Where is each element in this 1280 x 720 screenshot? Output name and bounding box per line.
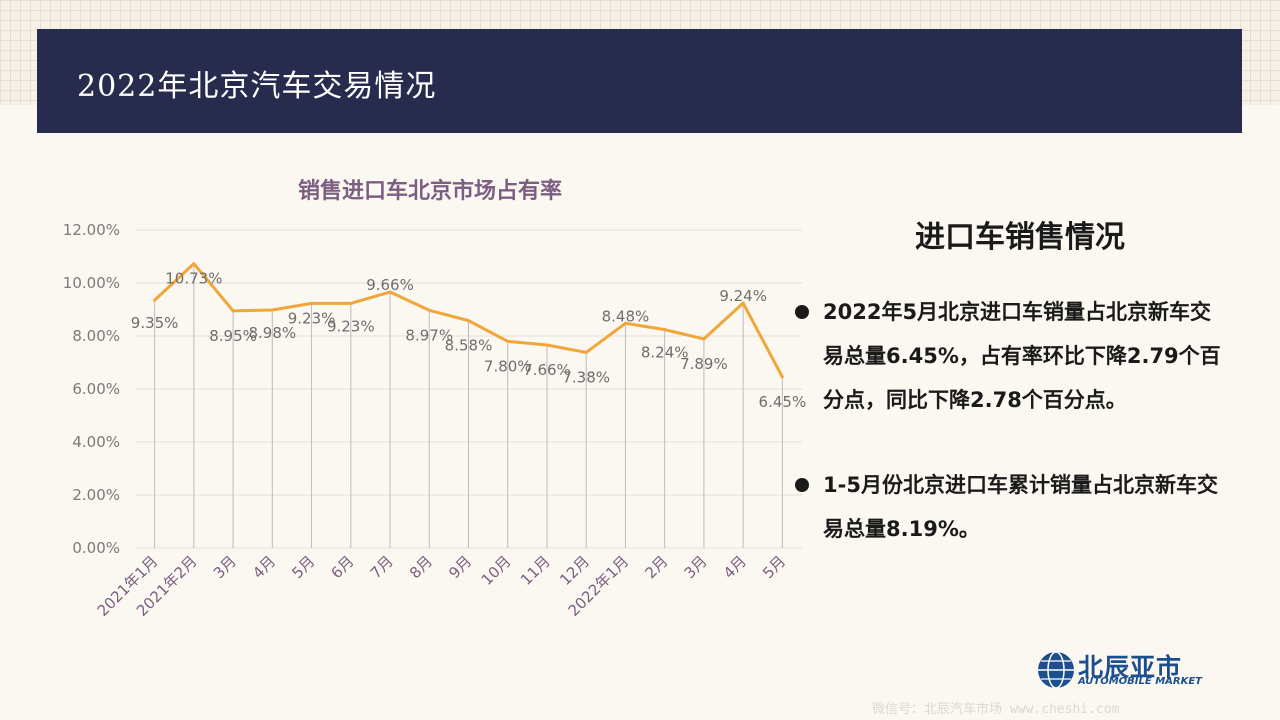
data-point (584, 350, 588, 354)
x-tick-label: 4月 (720, 552, 750, 582)
data-point (780, 375, 784, 379)
x-tick-label: 7月 (367, 552, 397, 582)
data-point (467, 319, 470, 323)
x-tick-label: 5月 (759, 552, 789, 582)
bullet-text: 1-5月份北京进口车累计销量占北京新车交易总量8.19%。 (823, 473, 1218, 541)
y-tick-label: 4.00% (72, 433, 120, 451)
y-tick-label: 2.00% (72, 486, 120, 504)
data-label: 9.35% (131, 314, 179, 332)
bullet-dot-icon (795, 305, 809, 319)
data-label: 7.80% (484, 357, 532, 375)
data-label: 6.45% (759, 393, 807, 411)
data-point (545, 343, 549, 347)
data-point (192, 262, 196, 266)
data-point (388, 290, 392, 294)
x-tick-label: 2月 (641, 552, 671, 582)
data-label: 10.73% (165, 270, 222, 288)
bullet-item: 2022年5月北京进口车销量占北京新车交易总量6.45%，占有率环比下降2.79… (795, 290, 1225, 422)
header-banner: 2022年北京汽车交易情况 (37, 29, 1242, 133)
data-point (310, 301, 314, 305)
x-tick-label: 8月 (406, 552, 436, 582)
x-tick-label: 6月 (328, 552, 358, 582)
data-label: 9.24% (719, 287, 767, 305)
watermark: 微信号：北辰汽车市场 www.cheshi.com (872, 702, 1120, 717)
x-tick-label: 5月 (288, 552, 318, 582)
side-title: 进口车销售情况 (915, 220, 1125, 255)
x-tick-label: 9月 (445, 552, 475, 582)
data-point (623, 321, 627, 325)
data-point (270, 308, 274, 312)
data-point (741, 301, 745, 305)
data-label: 8.98% (248, 324, 296, 342)
bullet-text: 2022年5月北京进口车销量占北京新车交易总量6.45%，占有率环比下降2.79… (823, 300, 1221, 412)
line-chart: 0.00% 2.00% 4.00% 6.00% 8.00% 10.00% 12.00% 9.3… (63, 221, 807, 620)
data-label: 8.48% (602, 307, 650, 325)
logo-text-cn: 北辰亚市 (1078, 653, 1183, 682)
data-label: 7.66% (523, 361, 571, 379)
data-label: 8.97% (405, 326, 453, 344)
data-label: 9.66% (366, 276, 414, 294)
logo-text-en: AUTOMOBILE MARKET (1078, 676, 1203, 687)
y-tick-label: 0.00% (72, 539, 120, 557)
chart-title: 销售进口车北京市场占有率 (297, 179, 562, 204)
data-label: 8.95% (209, 327, 257, 345)
globe-icon (1038, 651, 1074, 689)
y-tick-label: 8.00% (72, 327, 120, 345)
data-label: 8.58% (445, 337, 493, 355)
company-logo: 北辰亚市 AUTOMOBILE MARKET (1036, 648, 1216, 692)
data-label: 7.38% (562, 368, 610, 386)
bullet-dot-icon (795, 478, 809, 492)
data-label: 9.23% (288, 309, 336, 327)
x-tick-label: 10月 (478, 552, 515, 589)
y-tick-label: 10.00% (63, 274, 120, 292)
data-label: 8.24% (641, 344, 689, 362)
data-point (231, 309, 235, 313)
y-tick-label: 6.00% (72, 380, 120, 398)
data-point (663, 328, 667, 332)
data-point (349, 301, 353, 305)
data-label: 7.89% (680, 355, 728, 373)
data-point (427, 308, 431, 312)
data-point (702, 337, 706, 341)
data-point (153, 298, 157, 302)
x-tick-label: 4月 (249, 552, 279, 582)
y-tick-label: 12.00% (63, 221, 120, 239)
x-tick-label: 11月 (517, 552, 554, 589)
x-tick-label: 3月 (681, 552, 711, 582)
data-point (506, 339, 510, 343)
data-label: 9.23% (327, 317, 375, 335)
x-tick-label: 3月 (210, 552, 240, 582)
bullet-item: 1-5月份北京进口车累计销量占北京新车交易总量8.19%。 (795, 463, 1225, 551)
page-title: 2022年北京汽车交易情况 (77, 69, 437, 104)
